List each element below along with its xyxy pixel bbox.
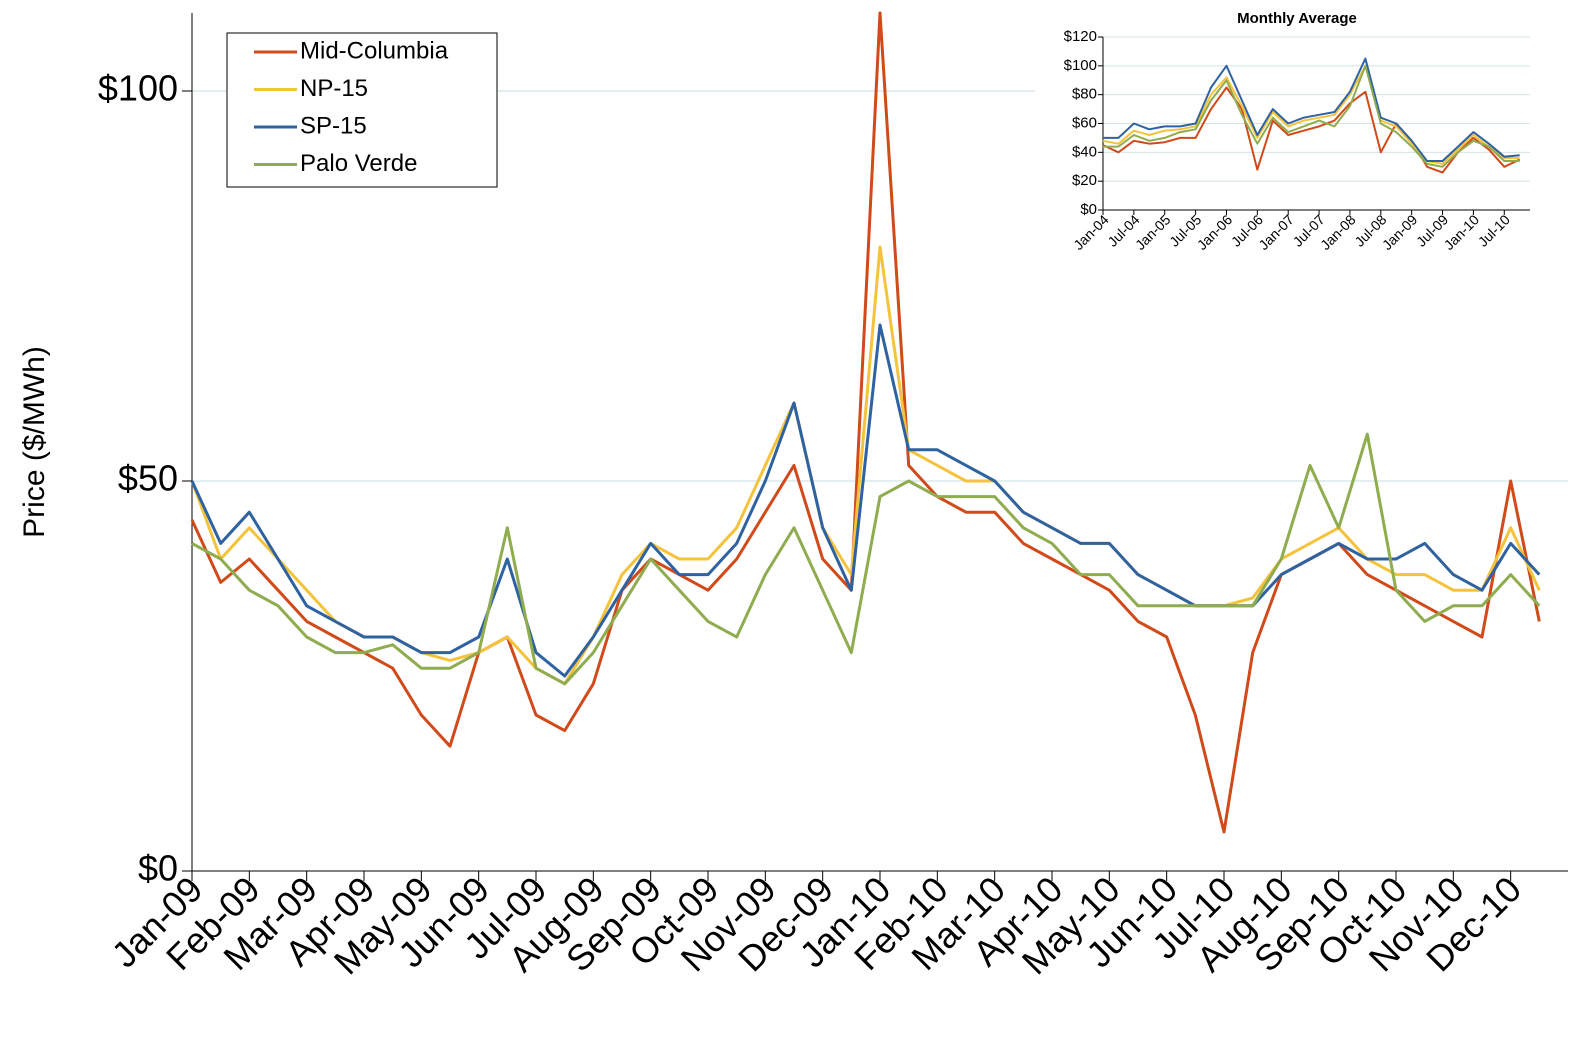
y-tick-label: $120 [1064,28,1097,45]
legend-label: NP-15 [300,75,368,102]
series-line [1102,64,1520,165]
series-line [1103,57,1520,162]
inset-background [1035,5,1570,305]
y-tick-label: $40 [1072,143,1097,160]
legend-label: SP-15 [300,112,367,139]
y-tick-label: $20 [1072,172,1097,189]
series-line [1102,86,1521,174]
y-tick-label: $100 [98,68,178,109]
legend-label: Palo Verde [300,150,417,177]
legend-box [226,32,498,188]
series-line [1103,64,1520,168]
y-tick-label: $100 [1064,57,1097,74]
y-tick-label: $60 [1072,114,1097,131]
y-axis-label: Price ($/MWh) [18,346,51,538]
legend-label: Mid-Columbia [300,37,449,64]
y-tick-label: $0 [1080,201,1097,218]
series-line [190,323,1541,678]
y-tick-label: $80 [1072,86,1097,103]
inset-title: Monthly Average [1237,10,1357,27]
y-tick-label: $0 [138,848,178,889]
y-tick-label: $50 [118,458,178,499]
series-line [191,432,1541,686]
